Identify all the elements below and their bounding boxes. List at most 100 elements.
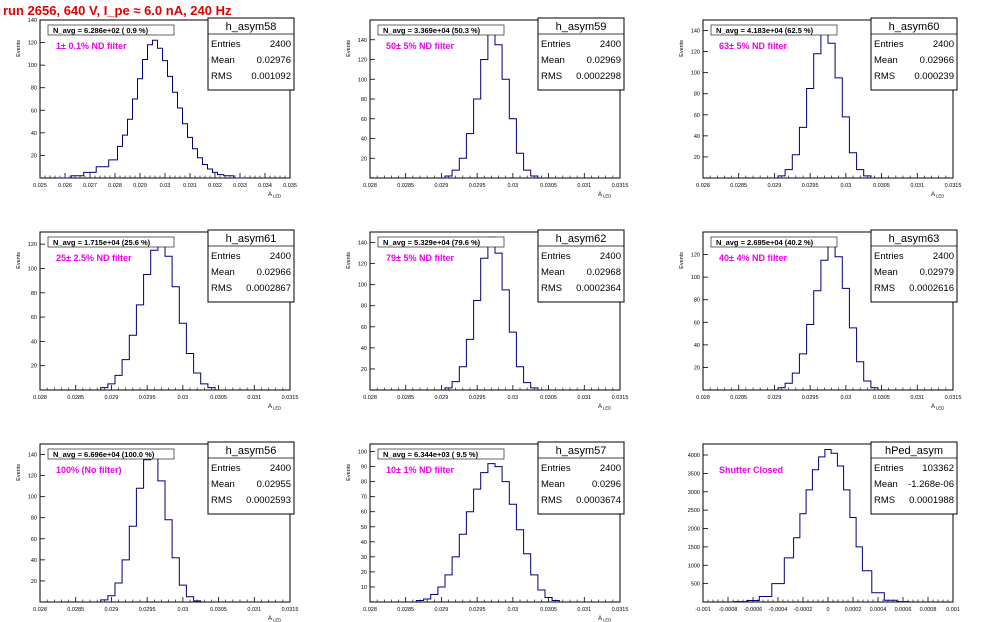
plot-frame: [39, 443, 291, 603]
x-axis-label: A: [931, 404, 935, 410]
y-tick-label: 20: [361, 156, 367, 162]
y-tick-label: 1500: [688, 545, 700, 551]
y-tick-label: 40: [31, 558, 37, 564]
y-tick-label: 100: [358, 450, 367, 456]
y-tick-label: 40: [361, 137, 367, 143]
navg-box: [710, 236, 838, 248]
stats-value: 0.0002593: [246, 495, 291, 506]
x-axis-label: A: [598, 616, 602, 622]
stats-label: Mean: [541, 267, 565, 278]
stats-box: [870, 229, 958, 303]
navg-text: N_avg = 1.715e+04 (25.6 %): [53, 238, 151, 247]
filter-label: 50± 5% ND filter: [386, 41, 454, 51]
stats-box: [207, 441, 295, 515]
y-tick-label: 80: [31, 516, 37, 522]
y-tick-label: 60: [31, 537, 37, 543]
histogram-name: h_asym60: [889, 21, 940, 33]
histogram-panel-h_asym58: 0.025 0.026 0.027 0.028 0.029 0.03 0.031 0.032 0…: [16, 17, 297, 199]
x-axis-label-sub: LED: [603, 194, 611, 199]
y-tick-label: 120: [28, 242, 37, 248]
y-tick-label: 140: [358, 241, 367, 247]
stats-value: 0.02969: [587, 55, 621, 66]
y-tick-label: 20: [694, 155, 700, 161]
y-axis-label: Events: [679, 252, 685, 269]
y-tick-label: 80: [694, 298, 700, 304]
navg-text: N_avg = 5.329e+04 (79.6 %): [383, 238, 481, 247]
filter-label: 1± 0.1% ND filter: [56, 41, 127, 51]
stats-label: Mean: [211, 267, 235, 278]
x-tick-label: 0.0305: [540, 183, 557, 189]
y-tick-label: 120: [691, 50, 700, 56]
x-tick-label: 0.03: [840, 183, 851, 189]
plot-frame: [369, 443, 621, 603]
stats-box: [870, 17, 958, 91]
x-tick-label: 0.0285: [67, 395, 84, 401]
x-axis-label: A: [268, 192, 272, 198]
histogram-name: h_asym58: [226, 21, 277, 33]
stats-value: 0.02955: [257, 479, 291, 490]
stats-value: 0.0001988: [909, 495, 954, 506]
histogram-line: [100, 241, 216, 390]
y-tick-label: 500: [691, 582, 700, 588]
y-tick-label: 80: [31, 291, 37, 297]
y-tick-label: 80: [361, 304, 367, 310]
x-tick-label: 0.03: [840, 395, 851, 401]
y-axis-label: Events: [16, 40, 22, 57]
y-tick-label: 20: [31, 579, 37, 585]
x-tick-label: 0.0285: [730, 395, 747, 401]
y-tick-label: 70: [361, 495, 367, 501]
stats-value: 0.0002616: [909, 283, 954, 294]
y-tick-label: 60: [361, 325, 367, 331]
histogram-panel-h_asym56: 0.028 0.0285 0.029 0.0295 0.03 0.0305 0.031 0.0…: [16, 441, 298, 622]
x-tick-label: 0.0285: [397, 183, 414, 189]
stats-value: 0.0296: [592, 479, 621, 490]
histogram-panel-h_asym60: 0.028 0.0285 0.029 0.0295 0.03 0.0305 0.031 0.0…: [679, 17, 961, 199]
x-tick-label: 0.028: [363, 395, 377, 401]
stats-value: 2400: [270, 251, 291, 262]
filter-label: 100% (No filter): [56, 465, 122, 475]
y-tick-label: 100: [28, 495, 37, 501]
y-tick-label: 1000: [688, 563, 700, 569]
histogram-panel-h_asym59: 0.028 0.0285 0.029 0.0295 0.03 0.0305 0.031 0.0…: [346, 17, 628, 199]
y-tick-label: 20: [694, 365, 700, 371]
histogram-name: h_asym59: [556, 21, 607, 33]
stats-value: 2400: [600, 39, 621, 50]
y-axis-label: Events: [679, 40, 685, 57]
stats-value: -1.268e-06: [908, 479, 954, 490]
x-tick-label: 0.0285: [397, 395, 414, 401]
x-tick-label: 0.0315: [612, 395, 629, 401]
x-tick-label: 0.034: [258, 183, 272, 189]
stats-label: Entries: [541, 39, 571, 50]
x-tick-label: 0.025: [33, 183, 47, 189]
histogram-line: [444, 31, 539, 178]
x-tick-label: 0.028: [696, 183, 710, 189]
navg-box: [377, 448, 505, 460]
navg-box: [377, 236, 505, 248]
x-tick-label: 0.0305: [210, 395, 227, 401]
y-tick-label: 50: [361, 525, 367, 531]
x-axis-label-sub: LED: [273, 618, 281, 622]
y-tick-label: 10: [361, 585, 367, 591]
x-tick-label: 0.028: [363, 607, 377, 613]
histogram-line: [733, 449, 910, 603]
filter-label: 10± 1% ND filter: [386, 465, 454, 475]
navg-box: [47, 24, 175, 36]
x-tick-label: 0.0002: [845, 607, 862, 613]
stats-label: Mean: [541, 479, 565, 490]
x-tick-label: 0.0295: [469, 607, 486, 613]
x-axis-label-sub: LED: [936, 194, 944, 199]
x-tick-label: 0.0295: [469, 183, 486, 189]
y-tick-label: 120: [28, 474, 37, 480]
histogram-line: [444, 236, 539, 390]
stats-label: RMS: [211, 495, 232, 506]
stats-value: 0.02976: [257, 55, 291, 66]
x-tick-label: 0.0295: [802, 183, 819, 189]
y-tick-label: 80: [361, 480, 367, 486]
histogram-name: h_asym62: [556, 233, 607, 245]
stats-value: 0.02968: [587, 267, 621, 278]
histogram-line: [777, 242, 879, 390]
x-tick-label: 0.03: [160, 183, 171, 189]
x-tick-label: 0.027: [83, 183, 97, 189]
histogram-panel-h_asym57: 0.028 0.0285 0.029 0.0295 0.03 0.0305 0.031 0.0…: [346, 441, 628, 622]
stats-label: Entries: [541, 463, 571, 474]
